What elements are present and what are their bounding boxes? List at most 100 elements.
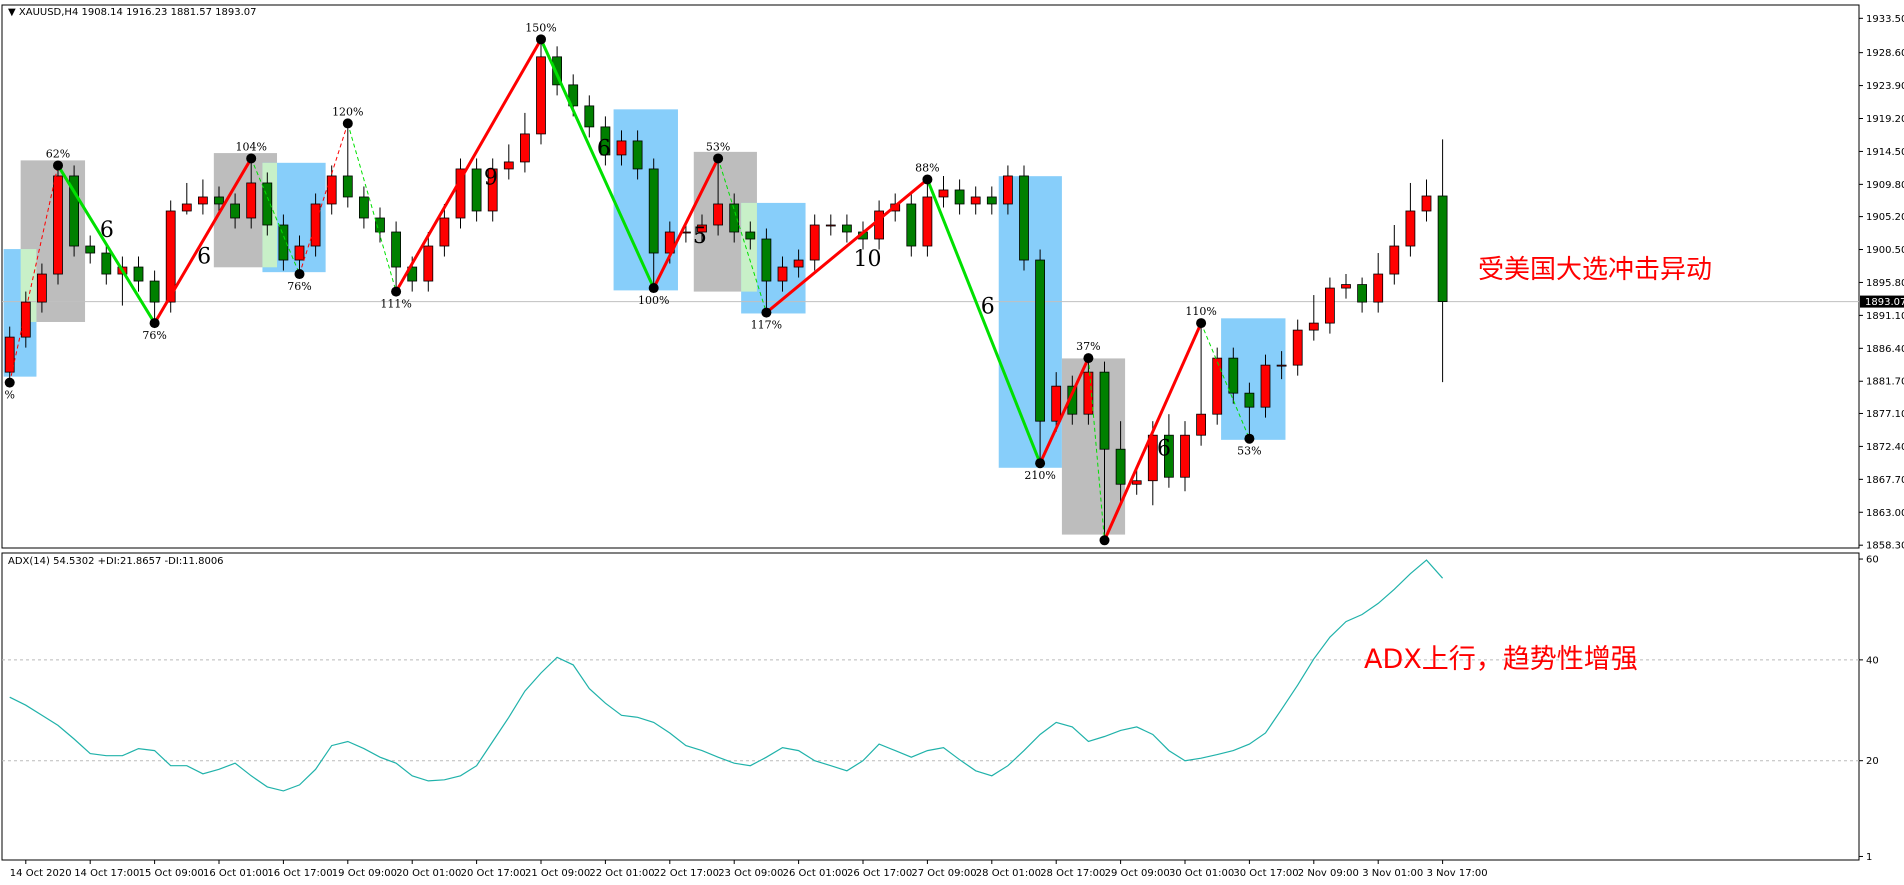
candle-body — [101, 252, 112, 275]
candle-body — [487, 168, 498, 212]
candle-body — [181, 203, 192, 212]
zigzag-segment — [394, 38, 543, 293]
candle-body — [1244, 392, 1255, 408]
pivot-label: 53% — [706, 140, 730, 153]
candle-body — [375, 217, 385, 233]
pivot — [1196, 318, 1207, 329]
pivot — [342, 118, 353, 129]
x-tick-label: 16 Oct 17:00 — [267, 868, 332, 879]
pivot-label: 76% — [142, 329, 166, 342]
candle-body — [809, 224, 820, 261]
y-tick-label: 1928.60 — [1866, 48, 1904, 59]
candle-body — [1035, 259, 1045, 422]
candle-body — [471, 168, 482, 212]
wave-count: 6 — [597, 137, 611, 162]
pivot — [536, 34, 546, 45]
pivot-label: 104% — [235, 140, 266, 153]
pivot — [922, 174, 933, 185]
pivot-label: 111% — [380, 298, 411, 311]
candle-body — [1373, 273, 1384, 303]
pivot — [4, 377, 15, 388]
candle-body — [278, 224, 289, 261]
candle-body — [69, 175, 79, 247]
candle-body — [439, 217, 450, 247]
wave-count: 10 — [854, 247, 882, 272]
chart-header: ▼ XAUUSD,H4 1908.14 1916.23 1881.57 1893… — [8, 7, 257, 18]
pivot-label: 100% — [1089, 546, 1120, 559]
zigzag-segment — [1103, 322, 1203, 541]
zigzag-segment — [153, 157, 253, 324]
candle-body — [326, 175, 337, 205]
x-tick-label: 21 Oct 09:00 — [525, 868, 590, 879]
price-marks: % 62% 76% 104% 76% 120% 111% 150% 100% 53% 117% 88%… — [2, 21, 1859, 559]
x-tick-label: 22 Oct 01:00 — [589, 868, 654, 879]
y-tick-label: 1891.10 — [1866, 311, 1904, 322]
pivot-label: 76% — [287, 280, 311, 293]
candle-body — [825, 224, 836, 227]
annotation: 受美国大选冲击异动 — [1478, 255, 1712, 285]
candle-body — [165, 210, 176, 303]
candle-body — [761, 238, 772, 282]
pivot-label: 88% — [915, 161, 939, 174]
pivot-label: 62% — [46, 147, 70, 160]
candle-body — [648, 168, 659, 254]
x-tick-label: 28 Oct 01:00 — [976, 868, 1041, 879]
candle-body — [1437, 195, 1448, 302]
candle-body — [954, 189, 965, 205]
adx-title: ADX(14) 54.5302 +DI:21.8657 -DI:11.8006 — [8, 556, 224, 567]
candle-body — [1421, 195, 1432, 212]
candle-body — [1019, 175, 1029, 261]
candle-body — [1083, 371, 1094, 415]
candle-body — [149, 280, 160, 303]
adx-tick-label: 60 — [1866, 555, 1879, 566]
candle-body — [1276, 364, 1287, 367]
candle-body — [1180, 434, 1190, 478]
candle-body — [20, 301, 31, 338]
pivot-label: 120% — [332, 105, 363, 118]
candle-body — [584, 105, 595, 128]
zone — [613, 109, 678, 291]
candle-body — [503, 161, 514, 170]
candle-body — [922, 196, 933, 247]
wave-count: 6 — [981, 294, 995, 319]
candle-body — [455, 168, 466, 219]
pivot — [1244, 433, 1255, 444]
pivot — [761, 307, 772, 318]
wave-count: 6 — [197, 245, 211, 270]
zigzag-segment — [1087, 358, 1105, 541]
adx-tick-label: 20 — [1866, 756, 1879, 767]
pivot-label: 100% — [638, 294, 669, 307]
y-tick-label: 1909.80 — [1866, 180, 1904, 191]
y-tick-label: 1858.30 — [1866, 541, 1904, 552]
pivot — [1035, 458, 1046, 469]
candle-body — [600, 126, 611, 156]
wave-count: 9 — [484, 166, 498, 191]
candle-body — [1292, 329, 1303, 366]
candle-body — [246, 182, 257, 219]
zone — [998, 176, 1062, 468]
y-tick-label: 1867.70 — [1866, 475, 1904, 486]
zigzag-segment — [717, 158, 767, 313]
candle-body — [568, 84, 579, 107]
zones — [3, 109, 1286, 535]
wave-count: 6 — [100, 218, 114, 243]
x-tick-label: 14 Oct 17:00 — [74, 868, 139, 879]
x-tick-label: 30 Oct 17:00 — [1233, 868, 1298, 879]
candle-body — [777, 266, 788, 282]
candle-body — [632, 140, 643, 170]
candle-body — [358, 196, 369, 219]
adx-tick-label: 40 — [1866, 655, 1879, 666]
candle-body — [713, 203, 723, 226]
candle-body — [986, 196, 997, 205]
pivot — [53, 160, 63, 171]
current-price-box — [1860, 295, 1904, 308]
zigzag-segment — [9, 165, 59, 383]
adx-marks — [2, 559, 1859, 792]
candle-body — [230, 203, 241, 219]
candle-body — [1212, 357, 1223, 415]
y-tick-label: 1900.50 — [1866, 245, 1904, 256]
adx-line — [9, 559, 1444, 792]
y-tick-label: 1914.50 — [1866, 147, 1904, 158]
